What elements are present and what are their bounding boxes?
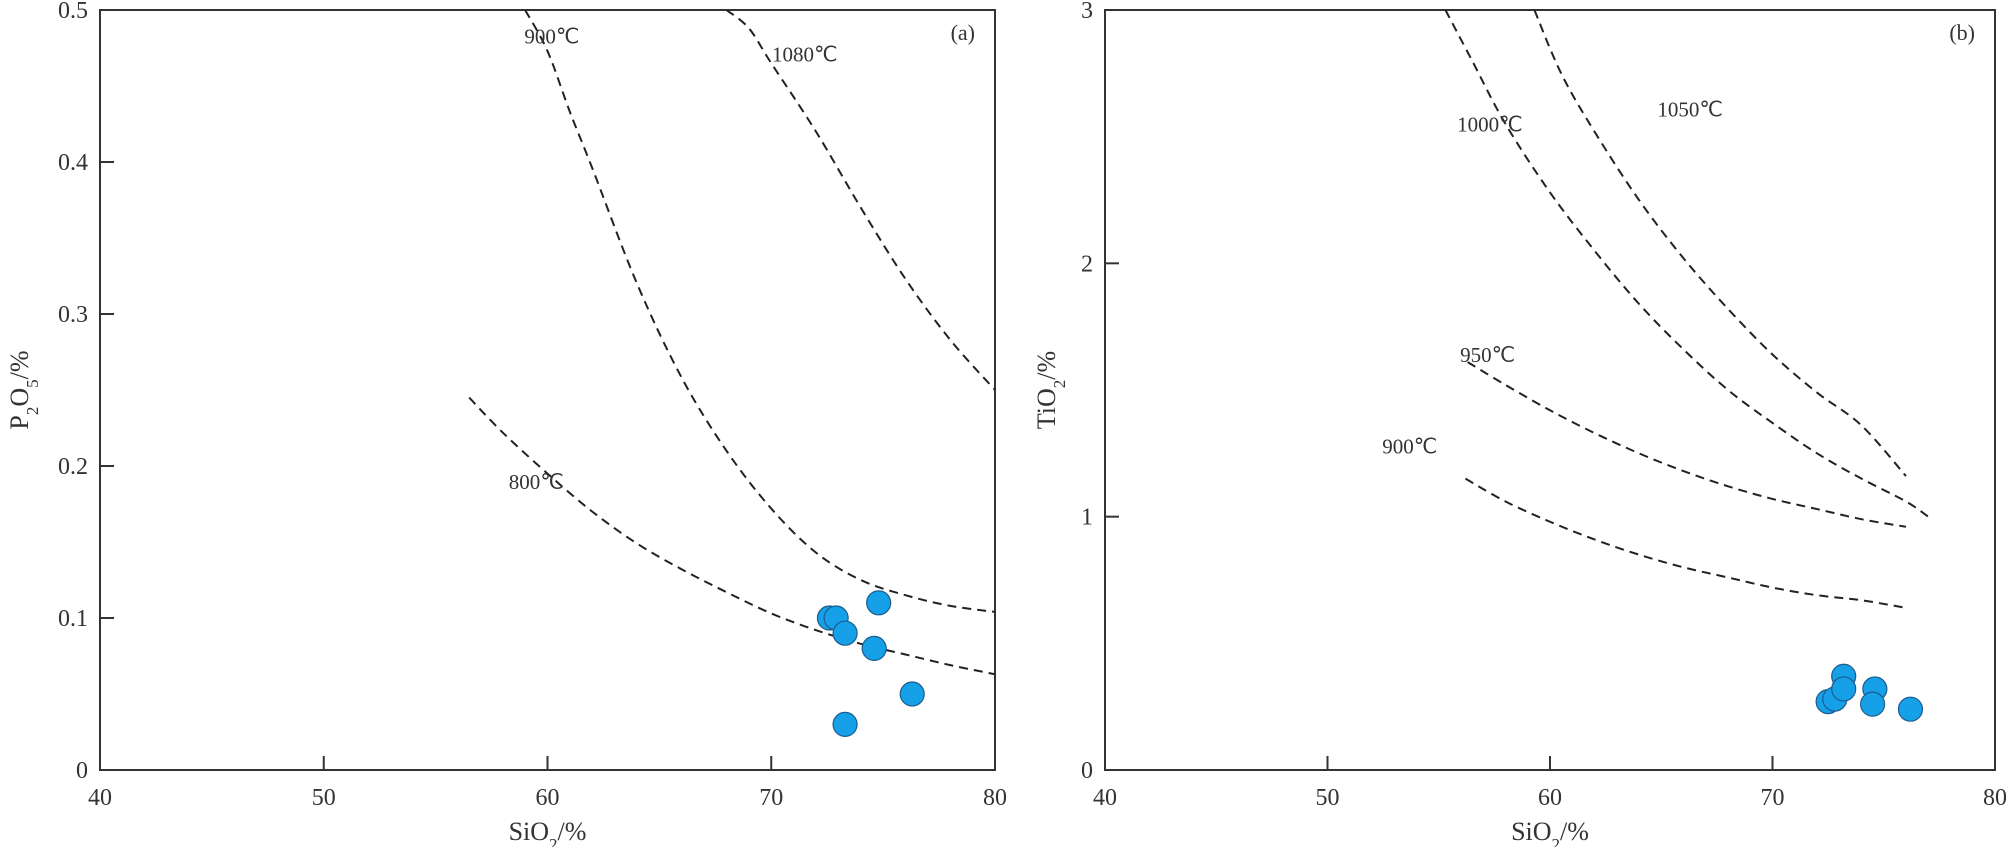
x-tick-label-b-60: 60	[1538, 785, 1562, 811]
x-tick-label-a-40: 40	[88, 785, 112, 811]
isotherm-label-b-2: 1000℃	[1457, 113, 1523, 137]
panel-label-b: (b)	[1949, 20, 1975, 45]
x-axis-title-b: SiO2/%	[1511, 817, 1589, 847]
isotherm-curve-b-2	[1444, 10, 1929, 518]
panel-a: 40 50 60 70 80 0 0.1 0.2 0.3 0.4 0.5 SiO2/% P2O5/% (a…	[5, 0, 1007, 847]
data-point-b-3	[1831, 676, 1857, 702]
isotherm-curve-b-1	[1467, 361, 1907, 528]
plot-frame-b	[1104, 9, 1996, 771]
y-tick-label-b-1: 1	[1081, 505, 1093, 531]
isotherm-label-a-1: 900℃	[524, 24, 579, 48]
y-tick-label-a-4: 0.4	[58, 150, 88, 176]
x-tick-label-a-60: 60	[536, 785, 560, 811]
y-axis-title-b: TiO2/%	[1032, 351, 1069, 429]
x-tick-label-b-40: 40	[1093, 785, 1117, 811]
data-point-b-6	[1897, 696, 1924, 722]
plot-frame-a	[99, 9, 996, 771]
y-tick-label-a-5: 0.5	[58, 0, 88, 24]
y-axis-title-a: P2O5/%	[5, 350, 42, 429]
y-tick-label-b-2: 2	[1081, 251, 1093, 277]
data-point-a-2	[832, 620, 858, 646]
isotherm-curve-a-2	[725, 10, 995, 391]
data-point-b-5	[1860, 691, 1886, 717]
data-point-a-3	[866, 590, 892, 616]
x-axis-title-a: SiO2/%	[509, 817, 587, 847]
y-tick-label-b-0: 0	[1081, 758, 1093, 784]
y-tick-label-a-2: 0.2	[58, 454, 88, 480]
x-tick-label-b-70: 70	[1761, 785, 1785, 811]
y-tick-label-a-0: 0	[76, 758, 88, 784]
y-tick-label-b-3: 3	[1081, 0, 1093, 24]
data-point-a-6	[832, 711, 858, 738]
isotherm-label-a-2: 1080℃	[772, 43, 838, 67]
panel-label-a: (a)	[951, 20, 975, 45]
x-tick-label-b-80: 80	[1983, 785, 2006, 811]
isotherm-curve-b-0	[1464, 477, 1907, 609]
isotherm-curve-a-0	[468, 396, 995, 676]
x-tick-label-a-70: 70	[759, 785, 783, 811]
x-tick-label-a-50: 50	[312, 785, 336, 811]
data-point-a-4	[861, 635, 887, 662]
x-tick-label-a-80: 80	[983, 785, 1007, 811]
y-tick-label-a-1: 0.1	[58, 606, 88, 632]
y-tick-label-a-3: 0.3	[58, 302, 88, 328]
isotherm-label-a-0: 800℃	[509, 470, 564, 494]
isotherm-curve-a-1	[524, 10, 995, 613]
isotherm-label-b-3: 1050℃	[1657, 97, 1723, 121]
panel-b: 40 50 60 70 80 0 1 2 3 SiO2/% TiO2/% (b) 900℃ 950℃ 100…	[1032, 0, 2006, 847]
isotherm-label-b-1: 950℃	[1460, 343, 1515, 367]
x-tick-label-b-50: 50	[1316, 785, 1340, 811]
isotherm-label-b-0: 900℃	[1382, 434, 1437, 458]
isotherm-curve-b-3	[1533, 10, 1907, 477]
data-point-a-5	[899, 681, 925, 707]
